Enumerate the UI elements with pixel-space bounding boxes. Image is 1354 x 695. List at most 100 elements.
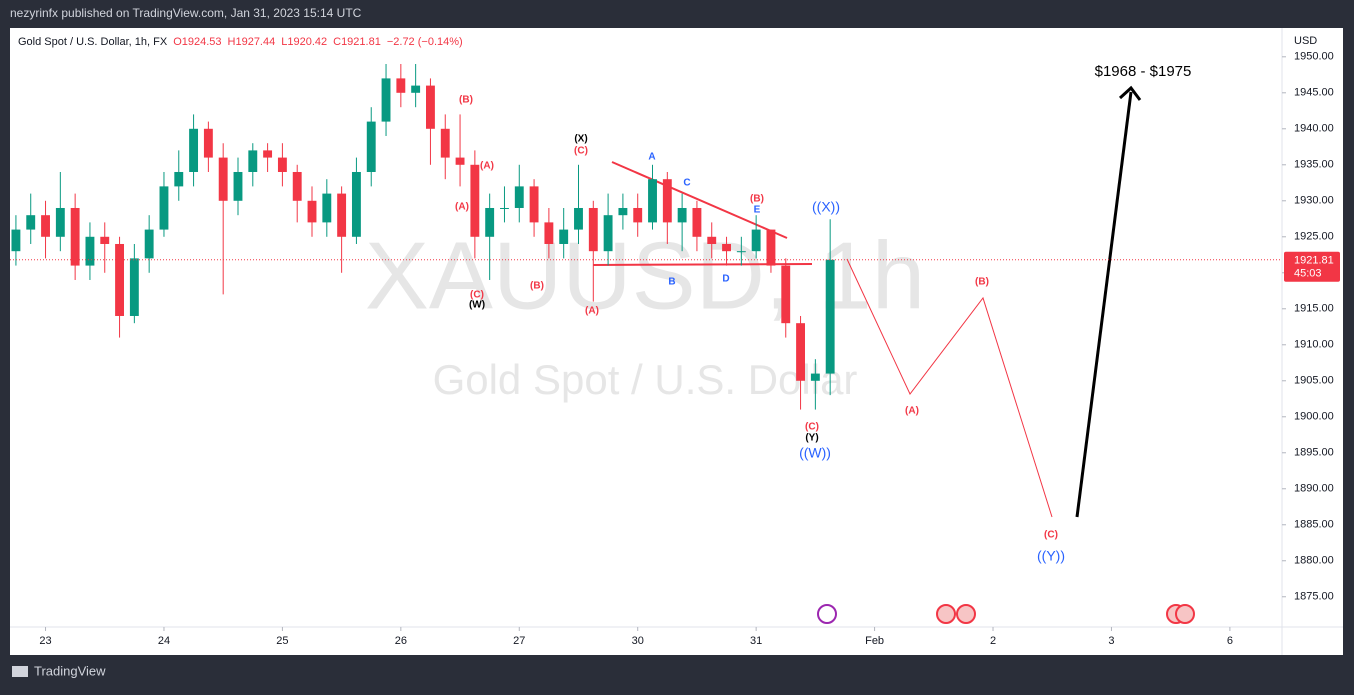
candle-body xyxy=(426,85,435,129)
candle-body xyxy=(603,215,613,252)
candle-body xyxy=(277,157,287,172)
event-icon xyxy=(1175,604,1195,624)
x-tick-label: 23 xyxy=(39,635,51,647)
candle-body xyxy=(159,186,169,230)
candle-body xyxy=(559,229,569,244)
x-tick-label: 25 xyxy=(276,635,288,647)
wave-label: (A) xyxy=(480,161,494,172)
currency: USD xyxy=(1294,35,1317,47)
projection-path xyxy=(846,258,1053,518)
candle-body xyxy=(574,207,583,230)
candle-body xyxy=(85,236,95,266)
candle-body xyxy=(307,200,317,223)
x-tick-label: 3 xyxy=(1108,635,1114,647)
candle-body xyxy=(588,207,598,252)
wave-label: D xyxy=(722,274,729,285)
last-price-tag xyxy=(1284,251,1340,282)
wave-label: (C) xyxy=(574,146,588,157)
y-tick-label: 1895.00 xyxy=(1294,447,1334,459)
wave-label: C xyxy=(683,178,690,189)
x-tick-label: 27 xyxy=(513,635,525,647)
wave-label: (Y) xyxy=(805,433,818,444)
ohlc-value: −2.72 (−0.14%) xyxy=(387,36,463,48)
wave-label: (B) xyxy=(975,277,989,288)
candle-body xyxy=(810,373,820,381)
watermark-name: Gold Spot / U.S. Dollar xyxy=(433,356,858,403)
candle-body xyxy=(455,157,465,165)
ohlc-value: O1924.53 xyxy=(173,36,221,48)
ohlc-value: L1920.42 xyxy=(281,36,327,48)
candle-body xyxy=(129,258,139,316)
candle-body xyxy=(189,128,199,172)
y-tick-label: 1915.00 xyxy=(1294,303,1334,315)
candle-body xyxy=(722,243,731,252)
wave-label: ((Y)) xyxy=(1037,548,1065,564)
candle-body xyxy=(781,265,791,324)
candle-body xyxy=(736,251,746,253)
candle-body xyxy=(248,150,258,172)
candle-body xyxy=(766,229,776,266)
event-icon xyxy=(817,604,837,624)
ohlc-value: C1921.81 xyxy=(333,36,381,48)
ohlc-value: H1927.44 xyxy=(228,36,276,48)
candle-body xyxy=(55,207,65,237)
wave-label: (B) xyxy=(459,95,473,106)
candle-body xyxy=(26,215,36,230)
candle-body xyxy=(396,78,406,93)
y-tick-label: 1930.00 xyxy=(1294,195,1334,207)
x-tick-label: 26 xyxy=(395,635,407,647)
candle-body xyxy=(514,186,524,208)
event-icon xyxy=(956,604,976,624)
wave-label: (B) xyxy=(530,281,544,292)
y-tick-label: 1940.00 xyxy=(1294,123,1334,135)
drawings xyxy=(592,85,1142,518)
wave-label: (C) xyxy=(1044,530,1058,541)
candle-body xyxy=(337,193,347,237)
y-tick-label: 1935.00 xyxy=(1294,159,1334,171)
trendline xyxy=(592,263,813,266)
event-icons xyxy=(817,604,1195,624)
candle-body xyxy=(351,171,361,237)
candle-body xyxy=(11,229,21,252)
candle-body xyxy=(633,207,643,223)
candle-body xyxy=(218,157,228,201)
candle-body xyxy=(381,78,391,122)
candle-body xyxy=(203,128,213,158)
x-tick-label: 24 xyxy=(158,635,170,647)
y-tick-label: 1905.00 xyxy=(1294,375,1334,387)
candle-body xyxy=(41,215,50,237)
y-tick-label: 1885.00 xyxy=(1294,519,1334,531)
wave-label: (A) xyxy=(455,202,469,213)
x-tick-label: Feb xyxy=(865,635,884,647)
x-tick-label: 31 xyxy=(750,635,762,647)
candle-body xyxy=(662,179,672,223)
candle-body xyxy=(292,171,302,201)
candle-body xyxy=(366,121,376,172)
candle-body xyxy=(751,229,761,252)
symbol: Gold Spot / U.S. Dollar, 1h, FX xyxy=(18,36,168,48)
x-tick-label: 2 xyxy=(990,635,996,647)
candle-body xyxy=(544,222,554,244)
brand-logo xyxy=(12,666,28,677)
wave-label: ((W)) xyxy=(799,445,831,461)
candle-body xyxy=(485,207,495,237)
wave-label: (A) xyxy=(905,406,919,417)
candle-body xyxy=(796,323,805,381)
candle-body xyxy=(144,229,154,259)
candle-body xyxy=(707,236,717,244)
wave-label: E xyxy=(754,205,761,216)
chart-panel xyxy=(10,28,1343,655)
y-tick-label: 1950.00 xyxy=(1294,51,1334,63)
candle-body xyxy=(411,85,421,93)
watermark-symbol: XAUUSD, 1h xyxy=(365,222,925,329)
candle-body xyxy=(322,193,332,223)
candle-body xyxy=(529,186,539,223)
y-tick-label: 1875.00 xyxy=(1294,591,1334,603)
trendline xyxy=(611,161,788,239)
y-tick-label: 1925.00 xyxy=(1294,231,1334,243)
candle-body xyxy=(648,179,657,223)
candle-body xyxy=(233,171,243,201)
y-tick-label: 1945.00 xyxy=(1294,87,1334,99)
